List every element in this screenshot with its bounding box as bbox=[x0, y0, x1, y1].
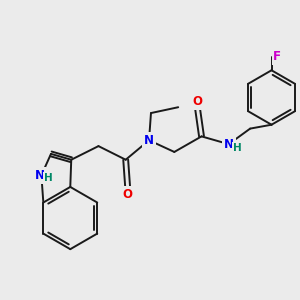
Text: H: H bbox=[233, 143, 242, 153]
Text: O: O bbox=[123, 188, 133, 201]
Text: N: N bbox=[144, 134, 154, 147]
Text: N: N bbox=[224, 138, 234, 151]
Text: H: H bbox=[44, 173, 52, 183]
Text: O: O bbox=[193, 95, 202, 108]
Text: N: N bbox=[34, 169, 44, 182]
Text: F: F bbox=[273, 50, 281, 63]
